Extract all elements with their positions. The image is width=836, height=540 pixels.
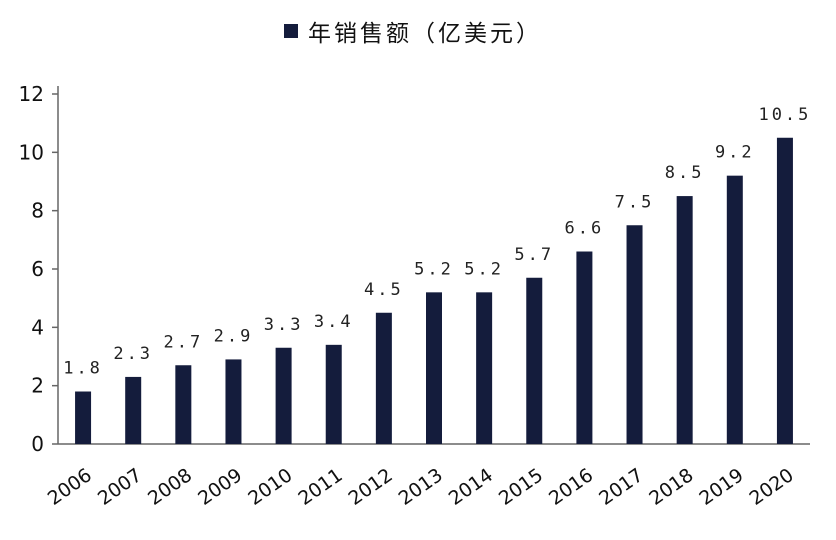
data-label-2011: 3.4 [314, 312, 354, 332]
bar-2010 [275, 347, 292, 444]
data-label-2008: 2.7 [163, 332, 203, 352]
x-tick-label: 2016 [545, 464, 597, 510]
data-label-2012: 4.5 [364, 280, 404, 300]
x-tick-label: 2008 [144, 464, 196, 510]
bar-2009 [225, 359, 242, 444]
legend: 年销售额（亿美元） [284, 14, 542, 48]
y-tick-label: 8 [31, 199, 44, 223]
x-tick-label: 2013 [395, 464, 447, 510]
data-label-2009: 2.9 [214, 326, 254, 346]
bar-2016 [576, 251, 593, 444]
data-label-2007: 2.3 [113, 344, 153, 364]
bar-2008 [175, 365, 192, 444]
bar-2020 [776, 137, 793, 444]
data-label-2018: 8.5 [665, 163, 705, 183]
data-label-2020: 10.5 [758, 105, 811, 125]
bar-2014 [476, 292, 493, 444]
x-tick-label: 2006 [44, 464, 96, 510]
x-tick-label: 2015 [495, 464, 547, 510]
y-tick-label: 10 [19, 140, 44, 164]
legend-swatch [284, 24, 298, 38]
x-tick-label: 2017 [595, 464, 647, 510]
x-tick-label: 2010 [244, 464, 296, 510]
legend-label: 年销售额（亿美元） [308, 21, 542, 47]
x-tick-label: 2018 [645, 464, 697, 510]
x-tick-label: 2007 [94, 464, 146, 510]
bar-2007 [125, 376, 142, 444]
x-tick-label: 2009 [194, 464, 246, 510]
data-label-2010: 3.3 [264, 315, 304, 335]
x-axis: 2006200720082009201020112012201320142015… [44, 443, 810, 510]
y-axis: 0 2 4 6 8 10 12 [19, 82, 59, 456]
data-label-2019: 9.2 [715, 143, 755, 163]
y-tick-label: 2 [31, 374, 44, 398]
data-labels: 1.8 2.3 2.7 2.9 3.3 3.4 4.5 5.2 5.2 5.7 6.6 7.5 8.5 9… [63, 105, 811, 379]
data-label-2014: 5.2 [464, 259, 504, 279]
x-tick-label: 2014 [445, 464, 497, 510]
x-tick-label: 2019 [695, 464, 747, 510]
x-tick-label: 2012 [345, 464, 397, 510]
bars [75, 137, 793, 444]
bar-2017 [626, 225, 643, 444]
data-label-2013: 5.2 [414, 259, 454, 279]
bar-2006 [75, 391, 92, 444]
data-label-2017: 7.5 [615, 192, 655, 212]
bar-2019 [726, 175, 743, 444]
y-tick-label: 12 [19, 82, 44, 106]
y-tick-label: 4 [31, 315, 44, 339]
bar-2018 [676, 196, 693, 444]
bar-2015 [526, 277, 543, 444]
y-tick-label: 6 [31, 257, 44, 281]
bar-2012 [375, 312, 392, 444]
x-tick-label: 2020 [746, 464, 798, 510]
data-label-2016: 6.6 [565, 219, 605, 239]
x-tick-label: 2011 [294, 464, 346, 510]
data-label-2006: 1.8 [63, 359, 103, 379]
bar-2013 [426, 292, 442, 444]
data-label-2015: 5.7 [514, 245, 554, 265]
bar-2011 [325, 344, 342, 444]
y-tick-label: 0 [31, 432, 44, 456]
